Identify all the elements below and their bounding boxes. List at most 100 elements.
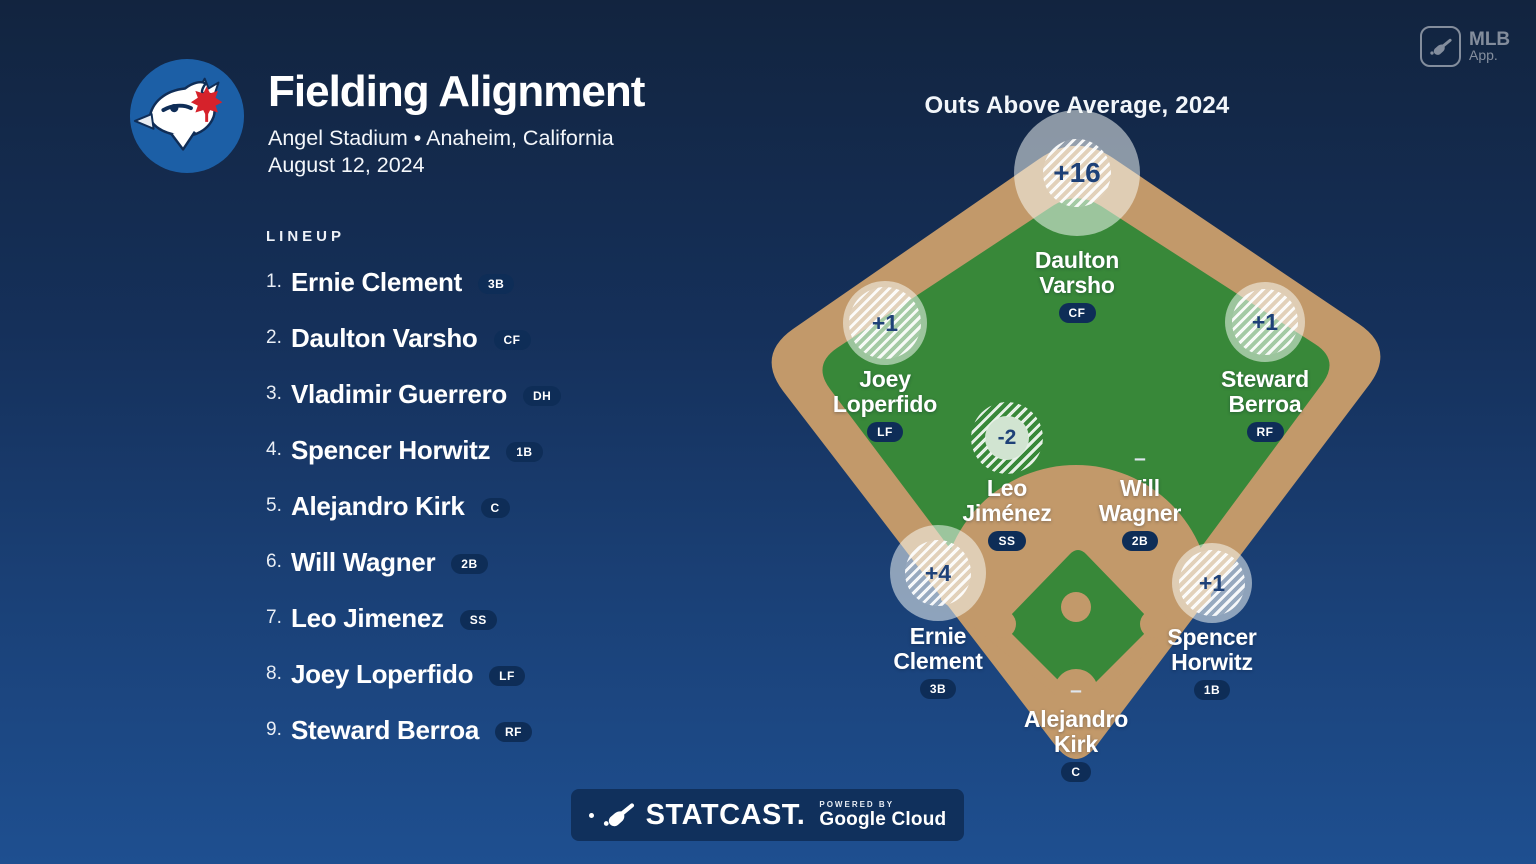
lineup-row: 1. Ernie Clement 3B xyxy=(266,254,736,310)
position-badge: 3B xyxy=(919,679,957,699)
mlb-app-line2: App. xyxy=(1469,46,1498,63)
field-player-name-line: Berroa xyxy=(1228,391,1302,417)
lineup-row: 5. Alejandro Kirk C xyxy=(266,478,736,534)
field-player-label: Spencer Horwitz 1B xyxy=(1097,625,1327,700)
date-line: August 12, 2024 xyxy=(268,153,425,177)
field-player-name-line: Varsho xyxy=(1039,272,1115,298)
mlb-batter-icon xyxy=(1429,38,1452,55)
page-title: Fielding Alignment xyxy=(268,67,645,116)
google-cloud-label: Google Cloud xyxy=(819,808,947,830)
field-player-label: Ernie Clement 3B xyxy=(823,624,1053,699)
field-player-name-line: Clement xyxy=(893,648,983,674)
field-player-name-line: Joey xyxy=(859,366,911,392)
lineup-order: 3. xyxy=(266,383,282,404)
position-badge: 1B xyxy=(506,442,543,462)
position-badge: RF xyxy=(1246,422,1284,442)
field-player-label: Steward Berroa RF xyxy=(1150,367,1380,442)
oaa-hatch-disc xyxy=(1179,550,1245,616)
lineup-row: 9. Steward Berroa RF xyxy=(266,702,736,758)
lineup-player-name: Vladimir Guerrero xyxy=(291,378,507,409)
lineup-order: 5. xyxy=(266,495,282,516)
position-badge: 1B xyxy=(1193,680,1231,700)
field-player-name-line: Wagner xyxy=(1098,500,1182,526)
position-badge: CF xyxy=(1058,303,1096,323)
statcast-dot xyxy=(588,812,594,818)
lineup-player-name: Will Wagner xyxy=(291,546,436,577)
statcast-wordmark: STATCAST. xyxy=(645,798,806,831)
position-badge: SS xyxy=(459,610,497,630)
field-player-name-line: Daulton xyxy=(1034,247,1120,273)
position-badge: LF xyxy=(867,422,903,442)
oaa-value: -2 xyxy=(997,426,1017,449)
oaa-marker xyxy=(890,525,986,621)
oaa-marker xyxy=(971,402,1043,474)
mlb-app-line1: MLB xyxy=(1469,28,1511,50)
lineup-row: 4. Spencer Horwitz 1B xyxy=(266,422,736,478)
lineup-heading: LINEUP xyxy=(266,228,346,245)
oaa-value: +1 xyxy=(1251,308,1279,335)
home-plate-circle xyxy=(1054,669,1098,713)
header: Fielding Alignment Angel Stadium • Anahe… xyxy=(268,67,645,179)
oaa-value: +1 xyxy=(871,309,899,336)
lineup-order: 6. xyxy=(266,551,282,572)
position-badge: RF xyxy=(494,722,532,742)
lineup-row: 8. Joey Loperfido LF xyxy=(266,646,736,702)
powered-by-label: POWERED BY xyxy=(819,799,895,809)
oaa-marker xyxy=(1225,282,1305,362)
lineup-player-name: Daulton Varsho xyxy=(291,322,478,353)
position-badge: 3B xyxy=(477,274,515,294)
outfield-grass xyxy=(822,198,1330,706)
lineup-row: 7. Leo Jimenez SS xyxy=(266,590,736,646)
oaa-hatch-disc xyxy=(905,540,971,606)
oaa-marker xyxy=(1172,543,1252,623)
infield-grass-diamond xyxy=(1006,550,1150,696)
position-badge: CF xyxy=(493,330,531,350)
field-player-label: Joey Loperfido LF xyxy=(770,367,1000,442)
oaa-value: – xyxy=(1070,679,1082,702)
field-player-name-line: Will xyxy=(1120,475,1160,501)
lineup-row: 3. Vladimir Guerrero DH xyxy=(266,366,736,422)
field-player-name-line: Horwitz xyxy=(1171,649,1253,675)
lineup-player-name: Spencer Horwitz xyxy=(291,434,491,465)
position-badge: C xyxy=(480,498,510,518)
oaa-marker xyxy=(843,281,927,365)
mlb-app-text: MLB App. xyxy=(1469,28,1511,63)
first-base-cutout xyxy=(1140,610,1168,638)
venue-line: Angel Stadium • Anaheim, California xyxy=(268,126,614,150)
field-player-name-line: Jiménez xyxy=(962,500,1052,526)
lineup-order: 7. xyxy=(266,607,282,628)
lineup-row: 2. Daulton Varsho CF xyxy=(266,310,736,366)
position-badge: LF xyxy=(489,666,525,686)
field-player-label: Daulton Varsho CF xyxy=(962,248,1192,323)
lineup-player-name: Joey Loperfido xyxy=(291,658,474,689)
oaa-value: +16 xyxy=(1053,157,1101,188)
lineup-player-name: Leo Jimenez xyxy=(291,602,444,633)
field-player-name-line: Steward xyxy=(1220,366,1310,392)
lineup-list: 1. Ernie Clement 3B 2. Daulton Varsho CF… xyxy=(266,254,736,758)
statcast-banner: STATCAST. POWERED BY Google Cloud xyxy=(571,789,964,841)
field-player-name-line: Kirk xyxy=(1054,731,1098,757)
blue-jays-logo-art xyxy=(129,58,245,174)
pitchers-mound xyxy=(1061,592,1091,622)
lineup-order: 2. xyxy=(266,327,282,348)
lineup-order: 9. xyxy=(266,719,282,740)
oaa-hatch-disc xyxy=(1232,289,1298,355)
field-player-name-line: Loperfido xyxy=(832,391,938,417)
google-cloud-lockup: POWERED BY Google Cloud xyxy=(819,800,946,831)
lineup-player-name: Ernie Clement xyxy=(291,266,462,297)
lineup-row: 6. Will Wagner 2B xyxy=(266,534,736,590)
lineup-player-name: Steward Berroa xyxy=(291,714,479,745)
lineup-player-name: Alejandro Kirk xyxy=(291,490,465,521)
field-player-name-line: Ernie xyxy=(909,623,967,649)
oaa-marker xyxy=(1014,110,1140,236)
field-player-name-line: Leo xyxy=(986,475,1028,501)
statcast-batter-icon xyxy=(603,803,634,827)
position-badge: C xyxy=(1061,762,1091,782)
lineup-order: 1. xyxy=(266,271,282,292)
lineup-order: 8. xyxy=(266,663,282,684)
oaa-hatch-disc xyxy=(849,287,921,359)
lineup-order: 4. xyxy=(266,439,282,460)
position-badge: DH xyxy=(522,386,562,406)
